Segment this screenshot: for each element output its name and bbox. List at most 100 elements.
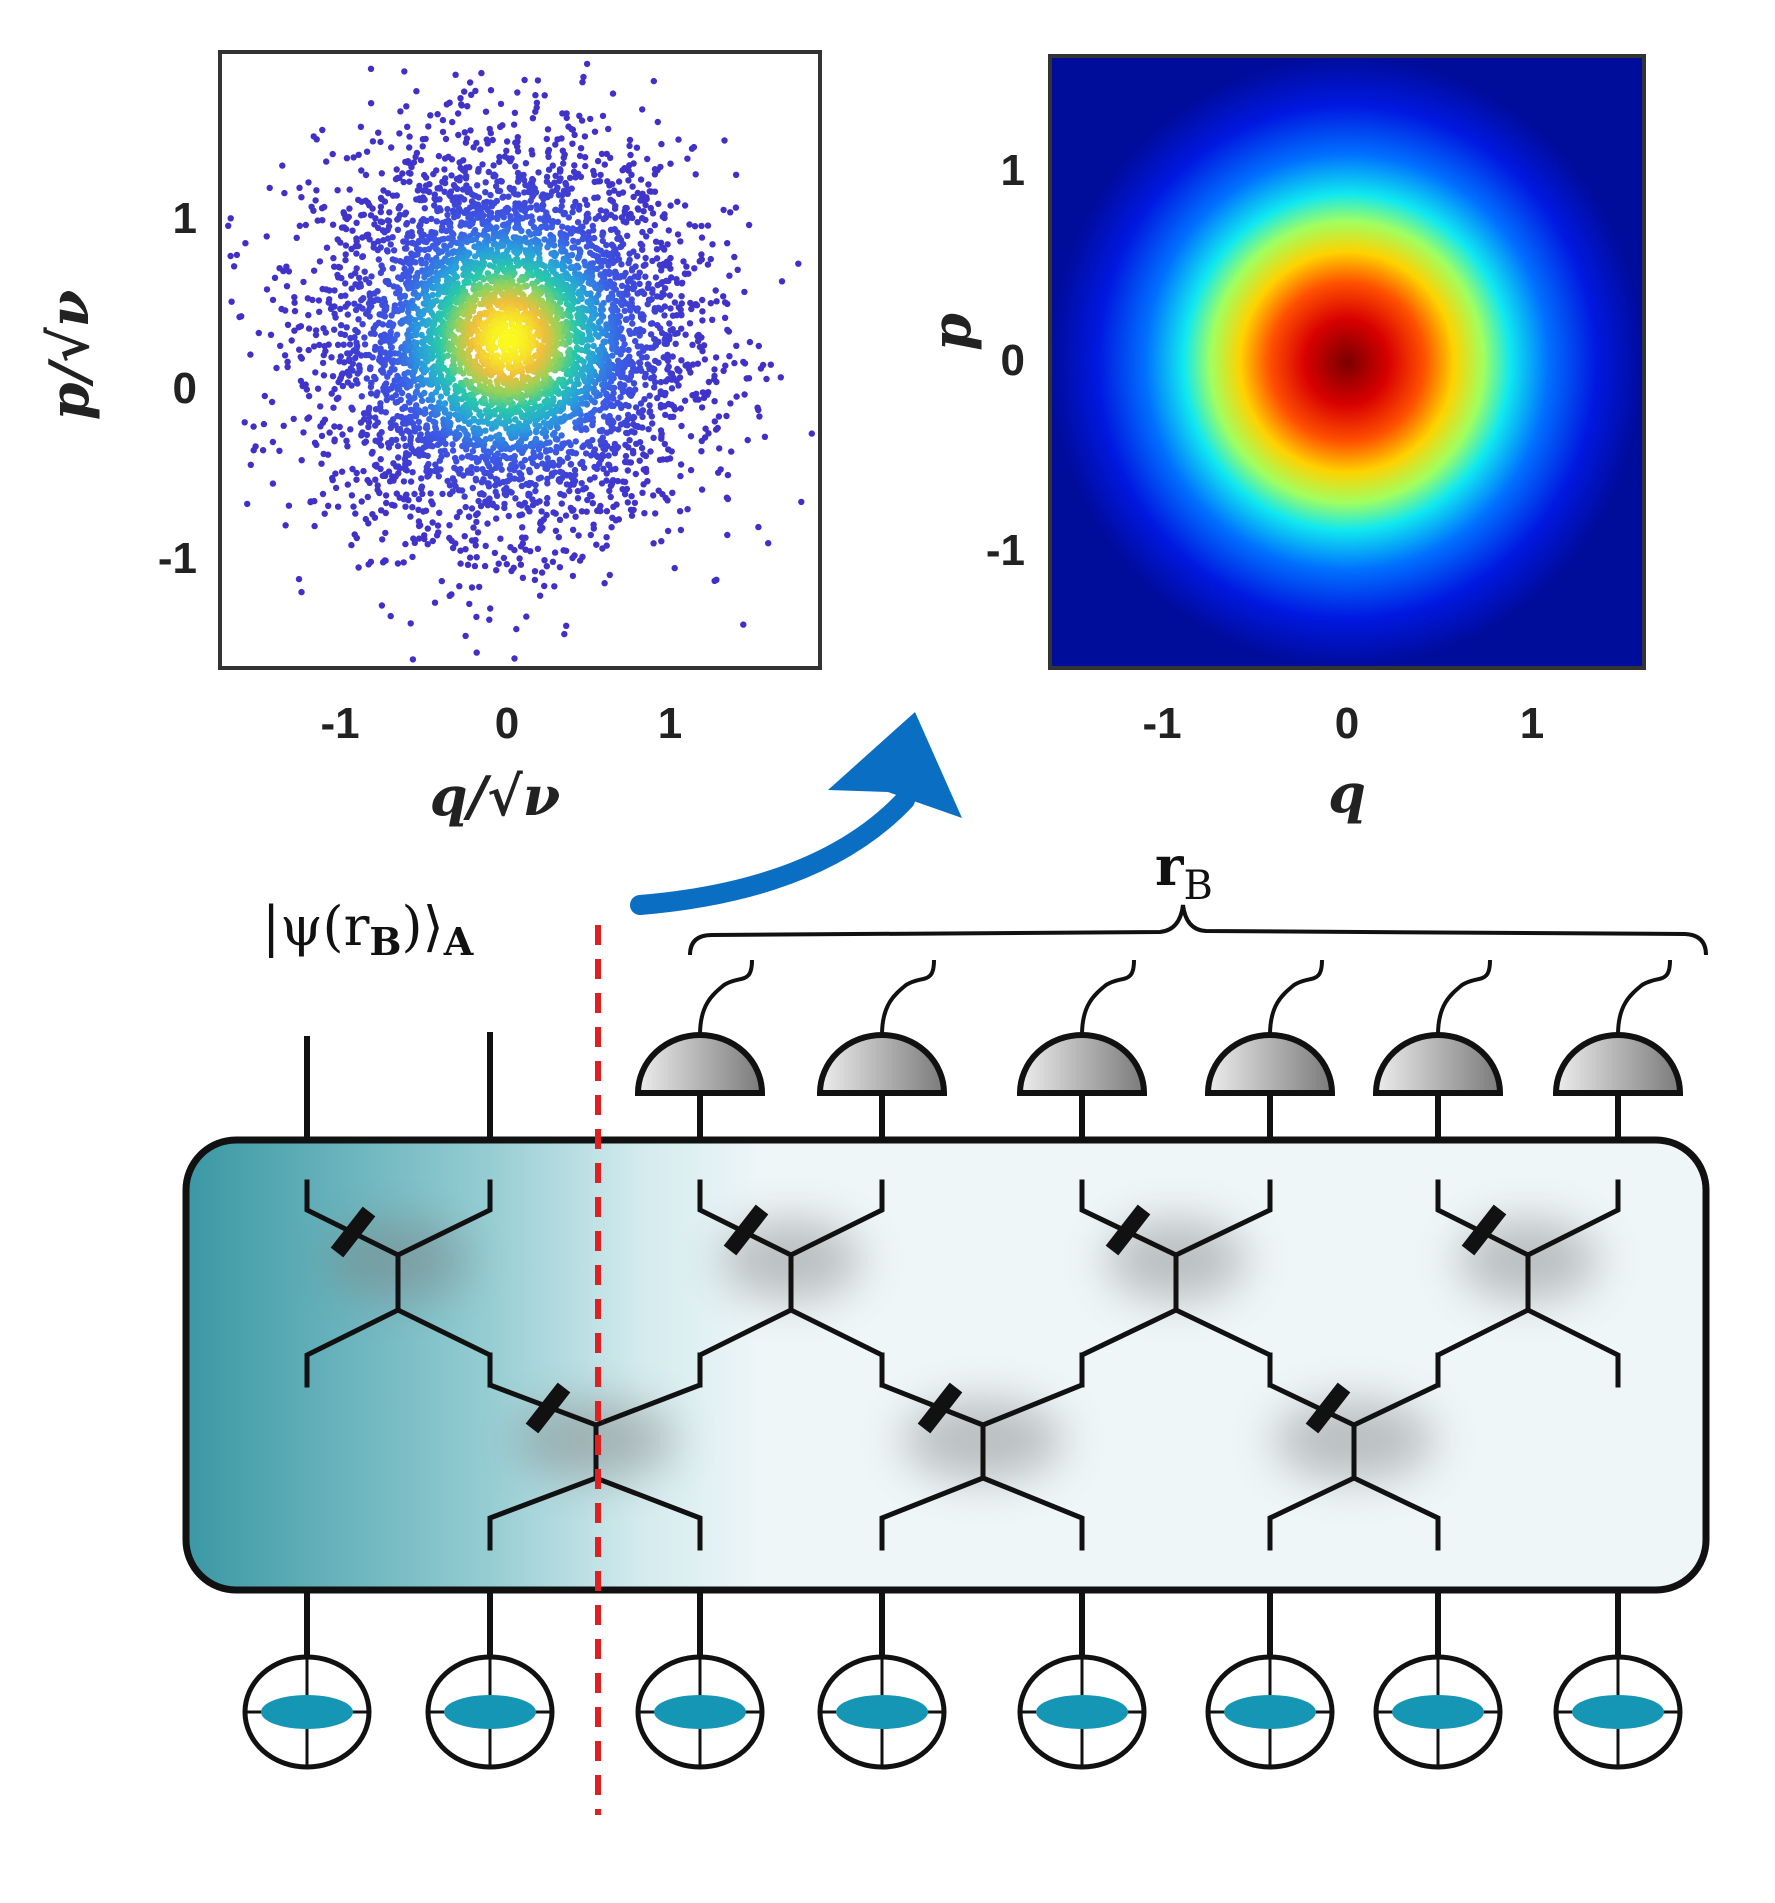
scatter-point [482, 179, 489, 186]
scatter-point [562, 512, 570, 519]
scatter-point [517, 561, 525, 568]
scatter-point [291, 294, 298, 301]
scatter-point [302, 381, 309, 388]
scatter-point [461, 533, 468, 540]
scatter-point [592, 284, 599, 292]
scatter-point [580, 73, 587, 81]
scatter-point [313, 136, 320, 143]
scatter-point [397, 396, 404, 403]
scatter-point [607, 226, 615, 233]
scatter-point [639, 215, 646, 222]
scatter-point [388, 344, 395, 351]
scatter-point [583, 508, 590, 515]
scatter-point [382, 306, 390, 313]
scatter-point [637, 197, 644, 204]
scatter-point [636, 332, 643, 339]
scatter-point [579, 235, 586, 243]
scatter-point [377, 400, 384, 407]
scatter-point [607, 154, 614, 161]
scatter-point [484, 520, 491, 527]
scatter-point [374, 288, 381, 295]
scatter-point [392, 422, 399, 429]
scatter-point [462, 139, 470, 146]
scatter-point [457, 95, 464, 102]
scatter-point [578, 395, 585, 402]
scatter-point [421, 532, 428, 539]
scatter-point [634, 253, 641, 260]
scatter-point [424, 541, 431, 548]
scatter-point [387, 612, 394, 620]
scatter-point [652, 357, 659, 365]
scatter-point [600, 251, 607, 258]
scatter-point [367, 390, 375, 397]
scatter-point [330, 254, 337, 262]
scatter-point [424, 452, 431, 460]
scatter-point [439, 490, 446, 498]
scatter-point [476, 583, 483, 591]
scatter-point [360, 211, 367, 218]
scatter-point [462, 175, 470, 182]
scatter-point [497, 100, 505, 108]
scatter-point [636, 457, 643, 464]
scatter-point [422, 135, 429, 143]
scatter-point [637, 176, 645, 183]
scatter-point [356, 274, 363, 282]
scatter-point [713, 298, 720, 305]
scatter-point [305, 392, 313, 400]
scatter-point [473, 613, 480, 621]
scatter-point [473, 518, 480, 526]
scatter-point [658, 538, 665, 545]
scatter-point [572, 513, 579, 520]
scatter-point [529, 115, 537, 122]
scatter-point [661, 336, 668, 343]
scatter-point [514, 148, 522, 155]
scatter-point [411, 490, 418, 498]
scatter-point [435, 529, 442, 536]
scatter-point [405, 308, 412, 316]
scatter-point [449, 488, 456, 495]
scatter-point [359, 305, 366, 312]
scatter-point [261, 392, 268, 400]
scatter-point [525, 265, 532, 272]
scatter-point [344, 300, 352, 307]
scatter-point [624, 232, 631, 239]
scatter-point [395, 463, 402, 470]
scatter-point [556, 456, 563, 463]
scatter-point [705, 378, 713, 386]
scatter-point [484, 140, 491, 147]
scatter-point [686, 320, 694, 327]
scatter-point [446, 534, 453, 542]
scatter-point [619, 478, 627, 485]
scatter-point [603, 534, 610, 541]
scatter-point [571, 552, 578, 559]
scatter-point [431, 599, 439, 606]
scatter-point [331, 423, 338, 430]
scatter-point [296, 346, 303, 353]
scatter-point [541, 557, 548, 564]
scatter-point [331, 326, 338, 333]
scatter-point [436, 509, 443, 516]
scatter-point [398, 389, 406, 397]
scatter-point [639, 413, 646, 421]
scatter-point [514, 178, 522, 185]
scatter-point [377, 456, 384, 463]
scatter-point [503, 147, 510, 154]
scatter-point [496, 158, 503, 166]
scatter-point [624, 411, 632, 419]
scatter-point [715, 413, 723, 420]
scatter-point [763, 375, 770, 383]
scatter-point [677, 526, 685, 534]
scatter-point [450, 362, 457, 369]
scatter-point [608, 241, 615, 248]
scatter-point [424, 525, 431, 532]
scatter-point [534, 545, 542, 552]
scatter-point [606, 182, 613, 189]
scatter-point [346, 205, 353, 212]
scatter-point [415, 518, 423, 525]
scatter-point [484, 352, 491, 360]
scatter-point [699, 296, 706, 304]
scatter-point [407, 170, 414, 177]
scatter-point [657, 388, 664, 395]
scatter-point [564, 190, 571, 197]
scatter-point [689, 361, 697, 368]
